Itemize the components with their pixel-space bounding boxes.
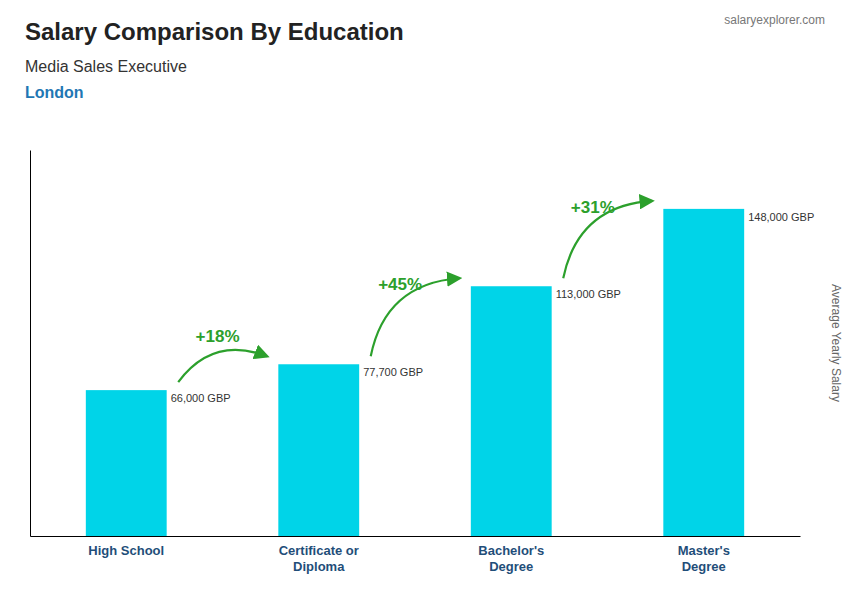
growth-arcs: +18% +45% +31% xyxy=(178,198,652,382)
x-tick-label-line: Certificate or xyxy=(279,543,359,558)
data-label: 77,700 GBP xyxy=(363,366,423,378)
data-labels: 66,000 GBP 77,700 GBP 113,000 GBP 148,000 G… xyxy=(171,211,815,404)
bar xyxy=(86,390,167,536)
bar xyxy=(278,364,359,536)
bar xyxy=(471,286,552,536)
y-axis xyxy=(30,151,31,537)
x-tick: Master'sDegree xyxy=(678,543,730,574)
data-label: 113,000 GBP xyxy=(556,288,621,300)
title: Salary Comparison By Education xyxy=(25,18,404,45)
annotation: London xyxy=(25,84,84,101)
bars xyxy=(86,209,744,536)
data-label: 66,000 GBP xyxy=(171,392,231,404)
x-axis: High School Certificate orDiploma Bachelor… xyxy=(31,537,801,574)
x-tick-label-line: Degree xyxy=(682,559,726,574)
x-tick-label: Master'sDegree xyxy=(678,543,730,574)
bar xyxy=(663,209,744,536)
x-tick-label: High School xyxy=(88,543,164,558)
annotation: +31% xyxy=(571,198,615,217)
x-tick-label-line: High School xyxy=(88,543,164,558)
subtitle: Media Sales Executive xyxy=(25,58,187,75)
y-axis-line xyxy=(30,151,31,537)
x-tick-label-line: Degree xyxy=(489,559,533,574)
x-tick: Bachelor'sDegree xyxy=(478,543,544,574)
annotation: +18% xyxy=(196,327,240,346)
x-tick-label: Bachelor'sDegree xyxy=(478,543,544,574)
x-tick-label-line: Bachelor's xyxy=(478,543,544,558)
annotation: salaryexplorer.com xyxy=(724,13,825,27)
x-tick-label: Certificate orDiploma xyxy=(279,543,359,574)
x-tick-label-line: Master's xyxy=(678,543,730,558)
x-axis-line xyxy=(31,536,801,537)
x-tick: High School xyxy=(88,543,164,558)
growth-arrow xyxy=(178,350,267,382)
y-axis-title: Average Yearly Salary xyxy=(829,284,843,402)
x-tick-label-line: Diploma xyxy=(293,559,345,574)
x-tick: Certificate orDiploma xyxy=(279,543,359,574)
plot: High School Certificate orDiploma Bachelor… xyxy=(31,151,815,574)
chart: Salary Comparison By Education Media Sale… xyxy=(0,0,850,606)
annotation: +45% xyxy=(378,275,422,294)
data-label: 148,000 GBP xyxy=(748,211,814,223)
